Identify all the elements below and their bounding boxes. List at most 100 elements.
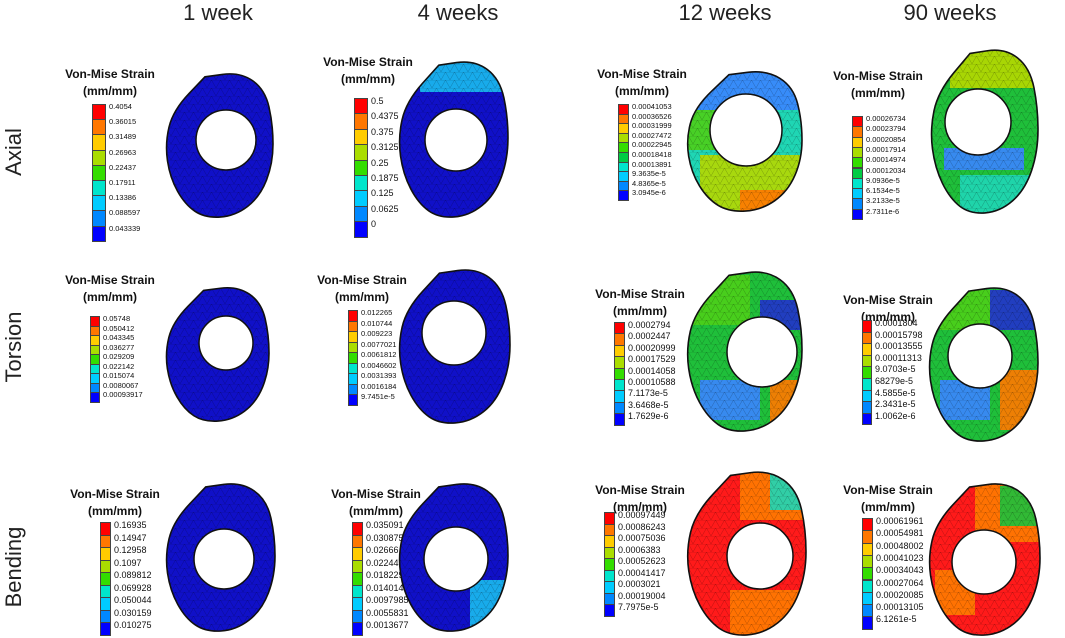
cross-section-outline — [686, 471, 807, 636]
legend-title: Von-Mise Strain (mm/mm) — [65, 66, 155, 100]
legend-tick-label: 0.22437 — [109, 162, 137, 172]
legend-tick-label: 0.0061812 — [361, 350, 397, 359]
legend-tick-label: 0.009223 — [361, 329, 393, 338]
legend-tick-label: 0.010744 — [361, 318, 393, 328]
legend-title-line2: (mm/mm) — [614, 84, 670, 98]
legend-title: Von-Mise Strain (mm/mm) — [595, 482, 685, 516]
legend-tick-label: 0.0077021 — [361, 339, 397, 349]
legend-title-line2: (mm/mm) — [82, 84, 138, 98]
legend-tick-label: 0.0006383 — [618, 544, 661, 555]
medullary-hole — [726, 316, 798, 388]
legend-tick-label: 0.16935 — [114, 520, 147, 530]
legend-title-line1: Von-Mise Strain — [833, 69, 923, 83]
legend-tick-label: 0.00041023 — [876, 552, 924, 563]
legend-tick-label: 0.00034043 — [876, 565, 924, 576]
legend-tick-label: 0.00018418 — [632, 150, 672, 159]
legend-tick-label: 0.12958 — [114, 545, 147, 555]
medullary-hole — [423, 526, 489, 592]
legend-tick-label: 9.3635e-5 — [632, 169, 666, 179]
medullary-hole — [944, 88, 1012, 156]
legend-tick-label: 0.00023794 — [866, 124, 906, 134]
medullary-hole — [193, 528, 255, 590]
legend-tick-label: 0.030159 — [114, 607, 152, 618]
legend-tick-label: 0.0055831 — [366, 607, 409, 618]
legend-tick-label: 0.00026734 — [866, 114, 906, 123]
legend-title: Von-Mise Strain (mm/mm) — [317, 272, 407, 306]
legend-tick-label: 0.015074 — [103, 371, 135, 380]
legend-tick-label: 0.00014974 — [866, 155, 906, 165]
legend-tick-label: 0.17911 — [109, 178, 136, 187]
cross-section-outline — [686, 71, 803, 212]
legend-tick-label: 0.0031393 — [361, 371, 397, 380]
legend-tick-label: 0.00036526 — [632, 111, 672, 121]
legend-tick-label: 9.0936e-5 — [866, 175, 900, 185]
legend-title-line2: (mm/mm) — [82, 290, 138, 304]
legend-tick-label: 0.050412 — [103, 323, 135, 333]
legend-swatch — [92, 225, 106, 242]
legend-tick-label: 1.7629e-6 — [628, 411, 669, 422]
legend-tick-label: 0.00020854 — [866, 134, 906, 144]
legend-title-line1: Von-Mise Strain — [597, 67, 687, 81]
legend-tick-label: 0.035091 — [366, 520, 404, 530]
legend-tick-label: 0.0080067 — [103, 380, 139, 390]
legend-title: Von-Mise Strain (mm/mm) — [597, 66, 687, 100]
legend-tick-label: 0.00048002 — [876, 540, 924, 551]
legend-tick-label: 0.00020999 — [628, 342, 676, 353]
legend-tick-label: 0.0016184 — [361, 381, 397, 391]
legend-title-line1: Von-Mise Strain — [70, 487, 160, 501]
legend-tick-label: 4.5855e-5 — [875, 387, 916, 398]
legend-title-line2: (mm/mm) — [87, 504, 143, 518]
cross-section-outline — [398, 483, 509, 632]
legend-tick-label: 0.022142 — [103, 361, 135, 371]
legend-tick-label: 0.13386 — [109, 193, 137, 203]
cross-section-outline — [928, 483, 1041, 636]
legend-title-line2: (mm/mm) — [860, 310, 916, 324]
legend-title-line1: Von-Mise Strain — [323, 55, 413, 69]
medullary-hole — [947, 323, 1013, 389]
legend-tick-label: 0.3125 — [371, 142, 399, 153]
legend-tick-label: 0.00086243 — [618, 521, 666, 532]
legend-swatch — [348, 394, 358, 406]
legend-tick-label: 0.00013891 — [632, 159, 672, 169]
legend-tick-label: 0.043345 — [103, 333, 135, 342]
legend-swatch — [852, 208, 863, 220]
legend-tick-label: 9.0703e-5 — [875, 364, 916, 375]
legend-tick-label: 0.029209 — [103, 352, 135, 361]
legend-swatch — [614, 413, 625, 426]
legend-tick-label: 0.0001804 — [875, 318, 918, 328]
legend-tick-label: 0.26963 — [109, 147, 137, 157]
legend-tick-label: 68279e-5 — [875, 376, 914, 386]
legend-tick-label: 4.8365e-5 — [632, 178, 666, 188]
legend-tick-label: 0.0003021 — [618, 579, 661, 589]
legend-title-line1: Von-Mise Strain — [317, 273, 407, 287]
legend-tick-label: 0.00014058 — [628, 365, 676, 376]
legend-tick-label: 0.018229 — [366, 570, 404, 580]
legend-tick-label: 0.036277 — [103, 342, 135, 352]
legend-tick-label: 0.00012034 — [866, 165, 906, 175]
column-title: 1 week — [183, 0, 253, 25]
legend-swatch — [604, 604, 615, 617]
legend-tick-label: 0.00027472 — [632, 130, 672, 140]
legend-title-line2: (mm/mm) — [850, 86, 906, 100]
medullary-hole — [726, 522, 794, 590]
legend-tick-label: 0.00041417 — [618, 567, 666, 578]
legend-swatch — [352, 622, 363, 636]
legend-tick-label: 0.0625 — [371, 203, 399, 214]
medullary-hole — [951, 529, 1017, 595]
legend-tick-label: 2.7311e-6 — [866, 206, 900, 216]
legend-title-line1: Von-Mise Strain — [843, 293, 933, 307]
legend-tick-label: 6.1261e-5 — [876, 614, 917, 625]
column-title: 12 weeks — [678, 0, 772, 25]
legend-tick-label: 0.1097 — [114, 557, 142, 568]
legend-tick-label: 0.050044 — [114, 595, 152, 605]
legend-title: Von-Mise Strain (mm/mm) — [65, 272, 155, 306]
legend-swatch — [90, 392, 100, 403]
legend-tick-label: 0.0046602 — [361, 360, 397, 370]
legend-title: Von-Mise Strain (mm/mm) — [843, 482, 933, 516]
legend-tick-label: 0.00017914 — [866, 144, 906, 154]
legend-title: Von-Mise Strain (mm/mm) — [843, 292, 933, 326]
legend-tick-label: 0.36015 — [109, 117, 137, 127]
column-title: 4 weeks — [417, 0, 499, 25]
legend-tick-label: 0.1875 — [371, 173, 399, 183]
legend-title-line1: Von-Mise Strain — [65, 273, 155, 287]
